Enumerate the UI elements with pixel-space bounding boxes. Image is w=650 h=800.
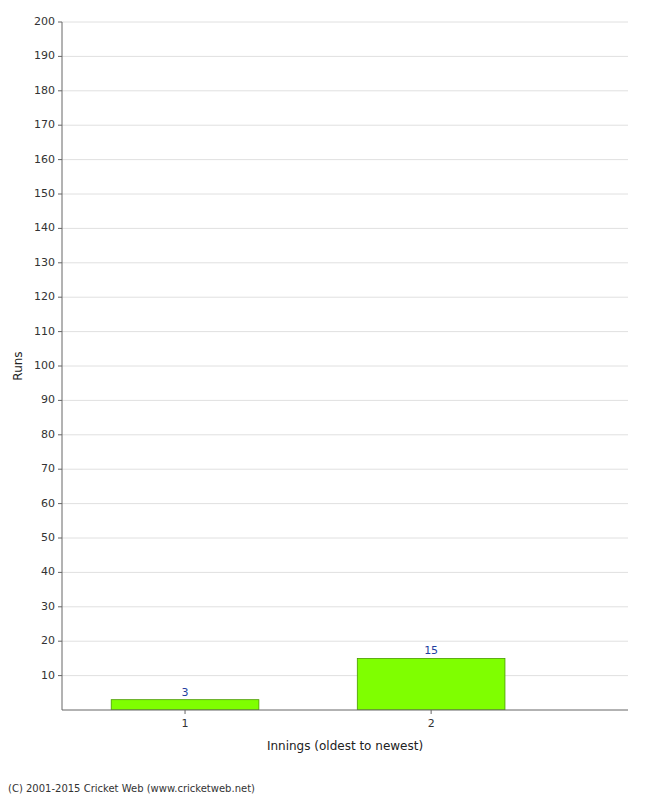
grid-line <box>62 606 628 607</box>
y-axis-ticks: 10 20 30 40 50 60 70 80 90 100 110 120 130 140 150 160 1… <box>34 15 62 682</box>
chart-container: 10 20 30 40 50 60 70 80 90 100 110 120 130 140 150 160 1… <box>0 0 650 800</box>
grid-line <box>62 434 628 435</box>
y-tick <box>58 262 62 263</box>
grid-line <box>62 297 628 298</box>
data-label: 15 <box>424 644 438 657</box>
y-tick-label: 10 <box>41 669 55 682</box>
y-tick <box>58 675 62 676</box>
grid-line <box>62 366 628 367</box>
y-tick <box>58 194 62 195</box>
y-tick <box>58 503 62 504</box>
y-tick-label: 140 <box>34 221 55 234</box>
y-tick <box>58 331 62 332</box>
y-grid <box>62 22 628 676</box>
y-tick-label: 80 <box>41 428 55 441</box>
grid-line <box>62 641 628 642</box>
y-tick-label: 190 <box>34 49 55 62</box>
x-tick <box>431 710 432 714</box>
grid-line <box>62 90 628 91</box>
y-tick-label: 100 <box>34 359 55 372</box>
y-axis-line <box>62 22 63 710</box>
grid-line <box>62 125 628 126</box>
y-tick <box>58 538 62 539</box>
y-tick-label: 50 <box>41 531 55 544</box>
y-tick-label: 170 <box>34 118 55 131</box>
bar <box>357 658 505 710</box>
y-tick <box>58 228 62 229</box>
grid-line <box>62 22 628 23</box>
y-tick-label: 70 <box>41 462 55 475</box>
y-tick-label: 130 <box>34 256 55 269</box>
y-tick-label: 30 <box>41 600 55 613</box>
data-label: 3 <box>182 686 189 699</box>
y-tick <box>58 606 62 607</box>
y-tick-label: 150 <box>34 187 55 200</box>
y-tick-label: 20 <box>41 634 55 647</box>
grid-line <box>62 56 628 57</box>
grid-line <box>62 331 628 332</box>
y-tick-label: 90 <box>41 393 55 406</box>
grid-line <box>62 675 628 676</box>
y-tick <box>58 56 62 57</box>
x-axis-label: Innings (oldest to newest) <box>267 739 423 753</box>
y-tick-label: 200 <box>34 15 55 28</box>
x-axis-line <box>62 710 628 711</box>
grid-line <box>62 194 628 195</box>
x-tick-label: 1 <box>182 717 189 730</box>
x-tick-label: 2 <box>428 717 435 730</box>
y-tick <box>58 125 62 126</box>
y-tick <box>58 400 62 401</box>
y-axis-label: Runs <box>11 351 25 380</box>
y-tick <box>58 90 62 91</box>
y-tick-label: 160 <box>34 153 55 166</box>
y-tick <box>58 572 62 573</box>
y-tick-label: 120 <box>34 290 55 303</box>
grid-line <box>62 538 628 539</box>
grid-line <box>62 159 628 160</box>
y-tick-label: 60 <box>41 497 55 510</box>
y-tick <box>58 297 62 298</box>
y-tick <box>58 469 62 470</box>
x-tick <box>185 710 186 714</box>
grid-line <box>62 469 628 470</box>
grid-line <box>62 228 628 229</box>
bars <box>111 658 505 710</box>
y-tick <box>58 22 62 23</box>
y-tick-label: 40 <box>41 565 55 578</box>
grid-line <box>62 262 628 263</box>
footnote: (C) 2001-2015 Cricket Web (www.cricketwe… <box>8 783 255 794</box>
y-tick-label: 110 <box>34 325 55 338</box>
y-tick-label: 180 <box>34 84 55 97</box>
grid-line <box>62 400 628 401</box>
x-axis-ticks: 12 <box>182 710 435 730</box>
y-tick <box>58 641 62 642</box>
data-labels: 3 15 <box>182 644 439 698</box>
grid-line <box>62 572 628 573</box>
y-tick <box>58 366 62 367</box>
y-tick <box>58 434 62 435</box>
bar <box>111 700 259 710</box>
grid-line <box>62 503 628 504</box>
y-tick <box>58 159 62 160</box>
chart-svg: 10 20 30 40 50 60 70 80 90 100 110 120 130 140 150 160 1… <box>0 0 650 800</box>
